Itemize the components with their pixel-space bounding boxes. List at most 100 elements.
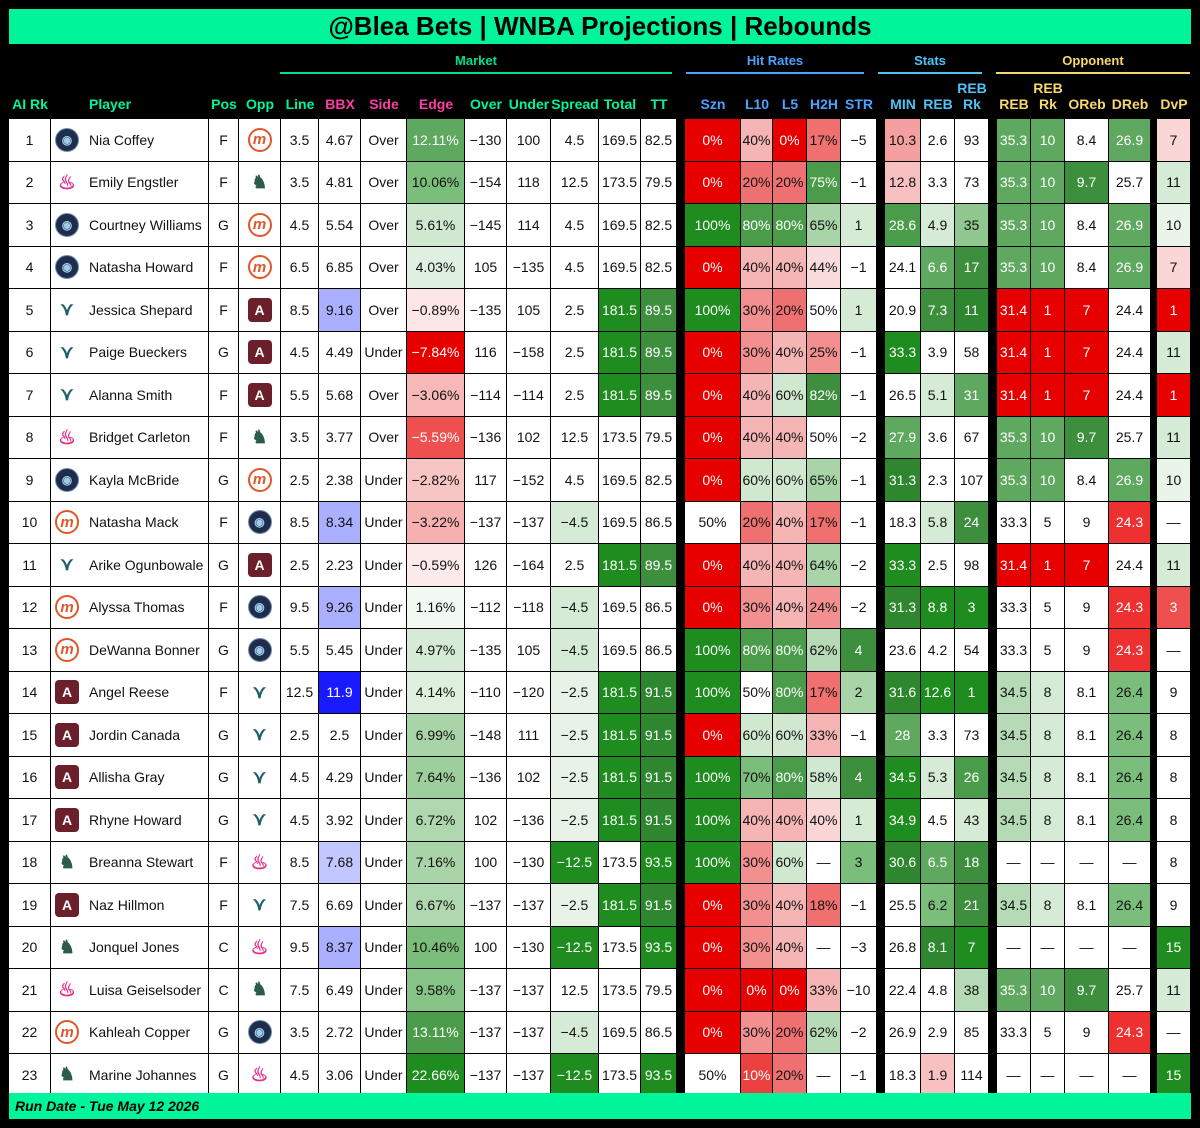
column-gap: [677, 119, 685, 161]
value-side: Under: [364, 1024, 403, 1041]
cell-bbx: 8.37: [319, 926, 361, 968]
column-gap: [1151, 884, 1157, 926]
value-rebrk: 11: [964, 301, 979, 318]
cell-edge: 4.03%: [407, 246, 465, 288]
column-gap: [877, 374, 885, 416]
cell-l5: 80%: [773, 756, 807, 798]
table-row[interactable]: 12 m Alyssa Thomas F ◉ 9.5 9.26 Under 1.16% −112−…: [9, 585, 1191, 628]
table-row[interactable]: 19 A Naz Hillmon F ⋎ 7.5 6.69 Under 6.67% −137 −13…: [9, 883, 1191, 926]
cell-h2h: 50%: [807, 289, 841, 331]
cell-h2h: 62%: [807, 1011, 841, 1053]
cell-dvp: 10: [1157, 204, 1191, 246]
table-row[interactable]: 17 A Rhyne Howard G ⋎ 4.5 3.92 Under 6.72% 102 −13…: [9, 798, 1191, 841]
value-total: 169.5: [601, 1024, 638, 1041]
page-title: @Blea Bets | WNBA Projections | Rebounds: [9, 9, 1191, 44]
dream-icon: A: [247, 552, 272, 577]
value-oreb: —: [1079, 854, 1094, 871]
table-row[interactable]: 22 m Kahleah Copper G ◉ 3.5 2.72 Under 13.11% −13…: [9, 1010, 1191, 1053]
value-l10: 0%: [746, 981, 767, 998]
value-oreb: 8.1: [1076, 769, 1097, 786]
value-under: 100: [516, 131, 541, 148]
value-min: 30.6: [888, 854, 917, 871]
value-min: 22.4: [888, 981, 917, 998]
value-rebrk: 18: [963, 854, 980, 871]
table-row[interactable]: 21 ♨ Luisa Geiselsoder C ♞ 7.5 6.49 Under 9.58% −…: [9, 968, 1191, 1011]
cell-pos: C: [209, 926, 239, 968]
table-row[interactable]: 15 A Jordin Canada G ⋎ 2.5 2.5 Under 6.99% −148 11…: [9, 713, 1191, 756]
value-orebrk: 10: [1039, 174, 1056, 191]
cell-oreb_v: 31.4: [997, 331, 1031, 373]
cell-l5: 40%: [773, 799, 807, 841]
cell-over: 105: [465, 246, 507, 288]
cell-total: 169.5: [599, 501, 641, 543]
table-row[interactable]: 14 A Angel Reese F ⋎ 12.5 11.9 Under 4.14% −110 −1…: [9, 670, 1191, 713]
cell-player: A Rhyne Howard: [51, 799, 209, 841]
cell-rebrk: 98: [955, 544, 989, 586]
table-row[interactable]: 18 ♞ Breanna Stewart F ♨ 8.5 7.68 Under 7.16% 100…: [9, 840, 1191, 883]
value-rank: 11: [22, 556, 37, 573]
value-dreb: 25.7: [1115, 174, 1144, 191]
table-row[interactable]: 10 m Natasha Mack F ◉ 8.5 8.34 Under −3.22% −137−…: [9, 500, 1191, 543]
value-under: −114: [513, 386, 544, 403]
cell-opp: ◉: [239, 501, 281, 543]
wings-icon: ⋎: [55, 552, 79, 577]
table-row[interactable]: 11 ⋎ Arike Ogunbowale G A 2.5 2.23 Under −0.59% 1…: [9, 543, 1191, 586]
value-reb: 12.6: [923, 684, 952, 701]
value-edge: 6.99%: [415, 726, 456, 743]
cell-dvp: —: [1157, 1011, 1191, 1053]
cell-tt: 82.5: [641, 459, 677, 501]
cell-h2h: 25%: [807, 331, 841, 373]
value-tt: 91.5: [644, 726, 673, 743]
cell-min: 30.6: [885, 841, 921, 883]
table-row[interactable]: 6 ⋎ Paige Bueckers G A 4.5 4.49 Under −7.84% 116−…: [9, 330, 1191, 373]
value-rank: 23: [21, 1066, 38, 1083]
value-oreb: 9.7: [1076, 981, 1097, 998]
column-gap: [1151, 841, 1157, 883]
cell-side: Under: [361, 884, 407, 926]
value-l10: 80%: [742, 216, 771, 233]
group-stats-line: [878, 72, 982, 74]
table-row[interactable]: 2 ♨ Emily Engstler F ♞ 3.5 4.81 Over 10.06% −154 1…: [9, 160, 1191, 203]
cell-edge: 9.58%: [407, 969, 465, 1011]
cell-rebrk: 114: [955, 1054, 989, 1096]
cell-side: Under: [361, 714, 407, 756]
table-row[interactable]: 13 m DeWanna Bonner G ◉ 5.5 5.45 Under 4.97% −135…: [9, 628, 1191, 671]
value-szn: 0%: [702, 896, 723, 913]
cell-rank: 21: [9, 969, 51, 1011]
cell-dreb: 26.4: [1109, 671, 1151, 713]
table-row[interactable]: 8 ♨ Bridget Carleton F ♞ 3.5 3.77 Over −5.59% −13…: [9, 415, 1191, 458]
table-row[interactable]: 7 ⋎ Alanna Smith F A 5.5 5.68 Over −3.06% −114 −11…: [9, 373, 1191, 416]
cell-total: 173.5: [599, 1054, 641, 1096]
value-orebrk: 5: [1043, 641, 1052, 658]
cell-player: m Kahleah Copper: [51, 1011, 209, 1053]
value-oreb_v: 34.5: [999, 811, 1028, 828]
cell-spread: 4.5: [551, 204, 599, 246]
value-over: 100: [473, 939, 498, 956]
value-l10: 30%: [742, 344, 771, 361]
column-gap: [677, 926, 685, 968]
cell-over: −137: [465, 1054, 507, 1096]
table-row[interactable]: 20 ♞ Jonquel Jones C ♨ 9.5 8.37 Under 10.46% 100−…: [9, 925, 1191, 968]
cell-oreb: 8.4: [1065, 459, 1109, 501]
value-l5: 60%: [775, 471, 804, 488]
value-line: 4.5: [289, 216, 310, 233]
table-row[interactable]: 5 ⋎ Jessica Shepard F A 8.5 9.16 Over −0.89% −135…: [9, 288, 1191, 331]
value-edge: 5.61%: [415, 216, 456, 233]
table-row[interactable]: 16 A Allisha Gray G ⋎ 4.5 4.29 Under 7.64% −136 10…: [9, 755, 1191, 798]
column-gap: [989, 161, 997, 203]
cell-side: Over: [361, 416, 407, 458]
value-str: −1: [850, 344, 867, 361]
cell-oreb: 8.1: [1065, 671, 1109, 713]
value-spread: −2.5: [560, 684, 589, 701]
column-gap: [877, 161, 885, 203]
cell-l10: 60%: [741, 459, 773, 501]
column-gap: [989, 714, 997, 756]
cell-l10: 40%: [741, 799, 773, 841]
table-row[interactable]: 23 ♞ Marine Johannes G ♨ 4.5 3.06 Under 22.66% −1…: [9, 1053, 1191, 1096]
value-oreb_v: 34.5: [999, 726, 1028, 743]
cell-orebrk: —: [1031, 926, 1065, 968]
